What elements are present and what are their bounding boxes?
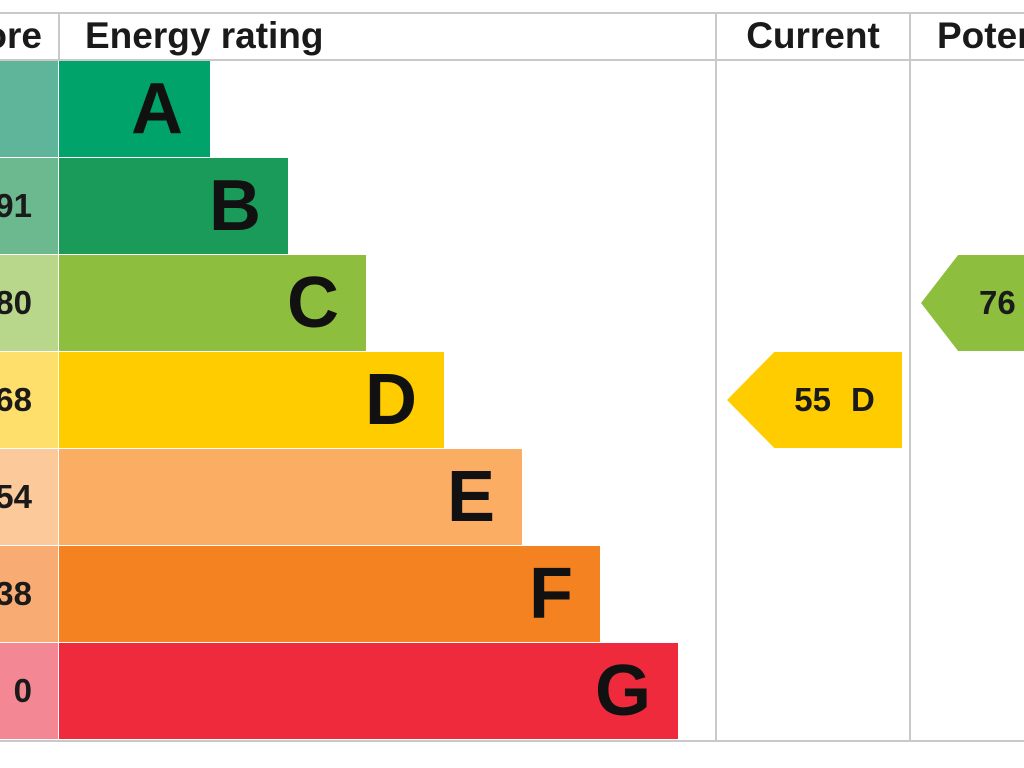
potential-rating-value: 76	[979, 284, 1016, 321]
current-rating-marker: 55 D	[727, 352, 902, 448]
potential-header-label: Poter	[937, 15, 1024, 56]
potential-column-left-border	[909, 12, 911, 742]
score-column-divider	[58, 12, 60, 60]
rating-bar-a: A	[59, 61, 210, 157]
rating-bar-b: B	[59, 158, 288, 254]
rating-bar-c: C	[59, 255, 366, 351]
score-range-e: 54	[0, 478, 32, 515]
current-rating-letter: D	[850, 381, 875, 418]
score-cell-a	[0, 61, 58, 157]
header-top-border	[0, 12, 1024, 14]
rating-letter-b: B	[209, 166, 261, 246]
potential-column-header: Poter	[937, 12, 1024, 60]
score-column-header: ore	[0, 12, 58, 60]
rating-letter-g: G	[594, 651, 651, 731]
score-cell-e: 54	[0, 449, 58, 545]
current-rating-value: 55	[794, 381, 831, 418]
current-header-label: Current	[746, 15, 880, 56]
header-bottom-border	[0, 59, 1024, 61]
score-range-d: 68	[0, 381, 32, 418]
rating-bar-e: E	[59, 449, 522, 545]
current-column-left-border	[715, 12, 717, 742]
rating-bar-f: F	[59, 546, 600, 642]
score-cell-f: 38	[0, 546, 58, 642]
score-cell-g: 0	[0, 643, 58, 739]
score-range-f: 38	[0, 575, 32, 612]
score-range-c: 80	[0, 284, 32, 321]
rating-bar-g: G	[59, 643, 678, 739]
rating-letter-e: E	[446, 457, 495, 537]
chart-bottom-border	[0, 740, 1024, 742]
rating-bar-d: D	[59, 352, 444, 448]
rating-letter-d: D	[365, 360, 417, 440]
score-cell-d: 68	[0, 352, 58, 448]
score-range-g: 0	[13, 672, 32, 709]
score-header-label: ore	[0, 15, 42, 56]
potential-rating-marker: 76	[921, 255, 1024, 351]
score-cell-c: 80	[0, 255, 58, 351]
energy-rating-header: Energy rating	[85, 12, 324, 60]
rating-letter-a: A	[131, 69, 183, 149]
current-column-header: Current	[717, 12, 909, 60]
score-range-b: 91	[0, 187, 32, 224]
rating-letter-f: F	[529, 554, 573, 634]
rating-letter-c: C	[287, 263, 339, 343]
score-cell-b: 91	[0, 158, 58, 254]
energy-rating-header-label: Energy rating	[85, 15, 324, 56]
